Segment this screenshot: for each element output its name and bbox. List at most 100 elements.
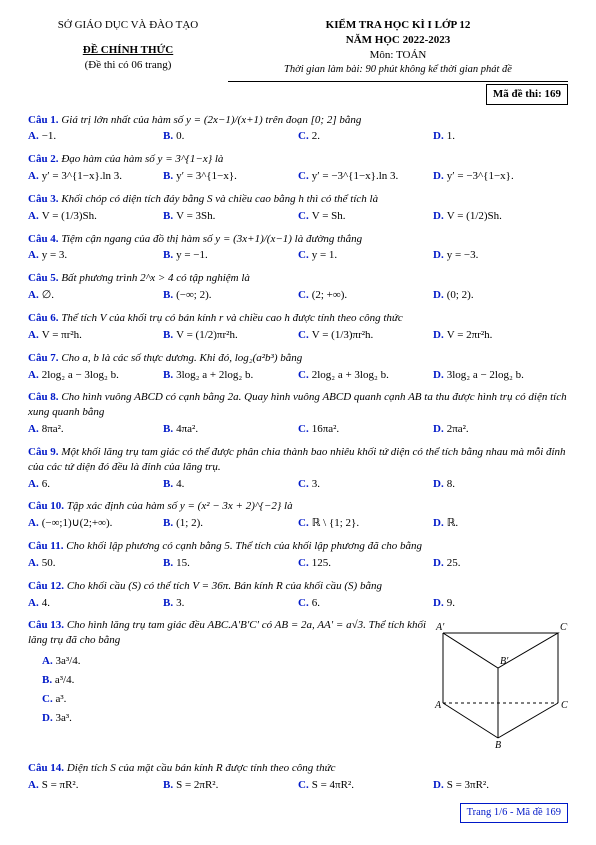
question-text: Tiệm cận ngang của đồ thị hàm số y = (3x… [61, 233, 362, 245]
question-text: Khối chóp có diện tích đáy bằng S và chi… [61, 193, 378, 205]
choice-text: (0; 2). [447, 289, 474, 301]
choice-B: B. a³/4. [42, 673, 433, 688]
choice-text: y′ = 3^{1−x}. [176, 170, 237, 182]
choice-text: V = 2πr²h. [447, 329, 493, 341]
choice-C: C.V = (1/3)πr²h. [298, 328, 433, 343]
question-label: Câu 1. [28, 114, 59, 126]
question-label: Câu 5. [28, 272, 59, 284]
question-label: Câu 4. [28, 233, 59, 245]
question-9: Câu 9. Một khối lăng trụ tam giác có thể… [28, 445, 568, 492]
choice-text: 1. [447, 130, 455, 142]
choice-text: 3a³. [55, 712, 71, 724]
question-1: Câu 1. Giá trị lớn nhất của hàm số y = (… [28, 113, 568, 145]
choice-A: A.6. [28, 477, 163, 492]
choice-D: D.2πa². [433, 422, 568, 437]
choice-text: (1; 2). [176, 517, 203, 529]
question-text: Thể tích V của khối trụ có bán kính r và… [61, 312, 402, 324]
exam-year: NĂM HỌC 2022-2023 [228, 33, 568, 48]
question-label: Câu 14. [28, 762, 64, 774]
exam-official: ĐỀ CHÍNH THỨC [28, 43, 228, 58]
choice-text: 25. [447, 557, 461, 569]
question-label: Câu 12. [28, 580, 64, 592]
choice-text: 9. [447, 597, 455, 609]
choice-text: 3log₂ a + 2log₂ b. [176, 369, 253, 381]
footer-pagecode: Trang 1/6 - Mã đề 169 [460, 803, 568, 823]
question-label: Câu 3. [28, 193, 59, 205]
choice-text: 2log₂ a − 3log₂ b. [42, 369, 119, 381]
choice-text: V = πr²h. [42, 329, 82, 341]
choice-text: 2. [312, 130, 320, 142]
question-text: Đạo hàm của hàm số y = 3^{1−x} là [61, 153, 223, 165]
choice-text: y = −3. [447, 249, 479, 261]
choice-D: D.V = (1/2)Sh. [433, 209, 568, 224]
choice-B: B.4πa². [163, 422, 298, 437]
choice-text: y = −1. [176, 249, 208, 261]
choice-A: A.(−∞;1)∪(2;+∞). [28, 516, 163, 531]
choice-B: B.0. [163, 129, 298, 144]
choice-text: 4. [176, 478, 184, 490]
choice-B: B.(−∞; 2). [163, 288, 298, 303]
question-text: Bất phương trình 2^x > 4 có tập nghiệm l… [61, 272, 250, 284]
exam-code-wrap: Mã đề thi: 169 [228, 84, 568, 105]
choice-text: 50. [42, 557, 56, 569]
label-Cp: C′ [560, 622, 568, 633]
choice-C: C.16πa². [298, 422, 433, 437]
exam-duration: Thời gian làm bài: 90 phút không kể thời… [228, 63, 568, 77]
choice-text: 0. [176, 130, 184, 142]
question-8: Câu 8. Cho hình vuông ABCD có cạnh bằng … [28, 390, 568, 437]
choice-B: B.4. [163, 477, 298, 492]
question-2: Câu 2. Đạo hàm của hàm số y = 3^{1−x} là… [28, 152, 568, 184]
choice-text: V = (1/3)Sh. [42, 210, 97, 222]
choice-C: C.2. [298, 129, 433, 144]
choice-text: 15. [176, 557, 190, 569]
choice-text: V = (1/2)πr²h. [176, 329, 238, 341]
choice-B: B.(1; 2). [163, 516, 298, 531]
choice-C: C.125. [298, 556, 433, 571]
choice-text: y′ = 3^{1−x}.ln 3. [42, 170, 122, 182]
label-Bp: B′ [500, 656, 509, 667]
label-B: B [495, 740, 501, 748]
choice-C: C.(2; +∞). [298, 288, 433, 303]
label-Ap: A′ [435, 622, 445, 633]
choice-A: A.V = πr²h. [28, 328, 163, 343]
question-label: Câu 2. [28, 153, 59, 165]
document-header: SỞ GIÁO DỤC VÀ ĐÀO TẠO ĐỀ CHÍNH THỨC (Đề… [28, 18, 568, 105]
question-label: Câu 11. [28, 540, 63, 552]
choice-A: A.∅. [28, 288, 163, 303]
choice-text: 3a³/4. [55, 655, 80, 667]
question-label: Câu 8. [28, 391, 59, 403]
choice-text: 16πa². [312, 423, 339, 435]
choice-text: y = 1. [312, 249, 337, 261]
choice-text: a³/4. [55, 674, 75, 686]
question-14: Câu 14. Diện tích S của mặt cầu bán kính… [28, 761, 568, 793]
choice-A: A.4. [28, 596, 163, 611]
header-left: SỞ GIÁO DỤC VÀ ĐÀO TẠO ĐỀ CHÍNH THỨC (Đề… [28, 18, 228, 105]
choice-text: ℝ. [447, 517, 458, 529]
header-right: KIỂM TRA HỌC KÌ I LỚP 12 NĂM HỌC 2022-20… [228, 18, 568, 105]
choice-A: A.V = (1/3)Sh. [28, 209, 163, 224]
choice-C: C.y′ = −3^{1−x}.ln 3. [298, 169, 433, 184]
choice-text: 6. [42, 478, 50, 490]
choice-A: A.2log₂ a − 3log₂ b. [28, 368, 163, 383]
choice-text: V = (1/3)πr²h. [312, 329, 374, 341]
choice-B: B.y′ = 3^{1−x}. [163, 169, 298, 184]
choice-text: 4. [42, 597, 50, 609]
choice-D: D.1. [433, 129, 568, 144]
choice-A: A.8πa². [28, 422, 163, 437]
label-A: A [434, 700, 442, 711]
question-4: Câu 4. Tiệm cận ngang của đồ thị hàm số … [28, 232, 568, 264]
choice-C: C.2log₂ a + 3log₂ b. [298, 368, 433, 383]
choice-text: V = (1/2)Sh. [447, 210, 502, 222]
question-11: Câu 11. Cho khối lập phương có cạnh bằng… [28, 539, 568, 571]
choice-B: B.15. [163, 556, 298, 571]
choice-text: (−∞;1)∪(2;+∞). [42, 517, 113, 529]
choice-C: C.ℝ \ {1; 2}. [298, 516, 433, 531]
question-5: Câu 5. Bất phương trình 2^x > 4 có tập n… [28, 271, 568, 303]
choice-text: ∅. [42, 289, 54, 301]
question-13: Câu 13. Cho hình lăng trụ tam giác đều A… [28, 618, 568, 753]
choice-D: D.25. [433, 556, 568, 571]
choice-D: D.V = 2πr²h. [433, 328, 568, 343]
choice-A: A.y = 3. [28, 248, 163, 263]
choice-text: V = Sh. [312, 210, 346, 222]
choice-text: S = πR². [42, 779, 79, 791]
